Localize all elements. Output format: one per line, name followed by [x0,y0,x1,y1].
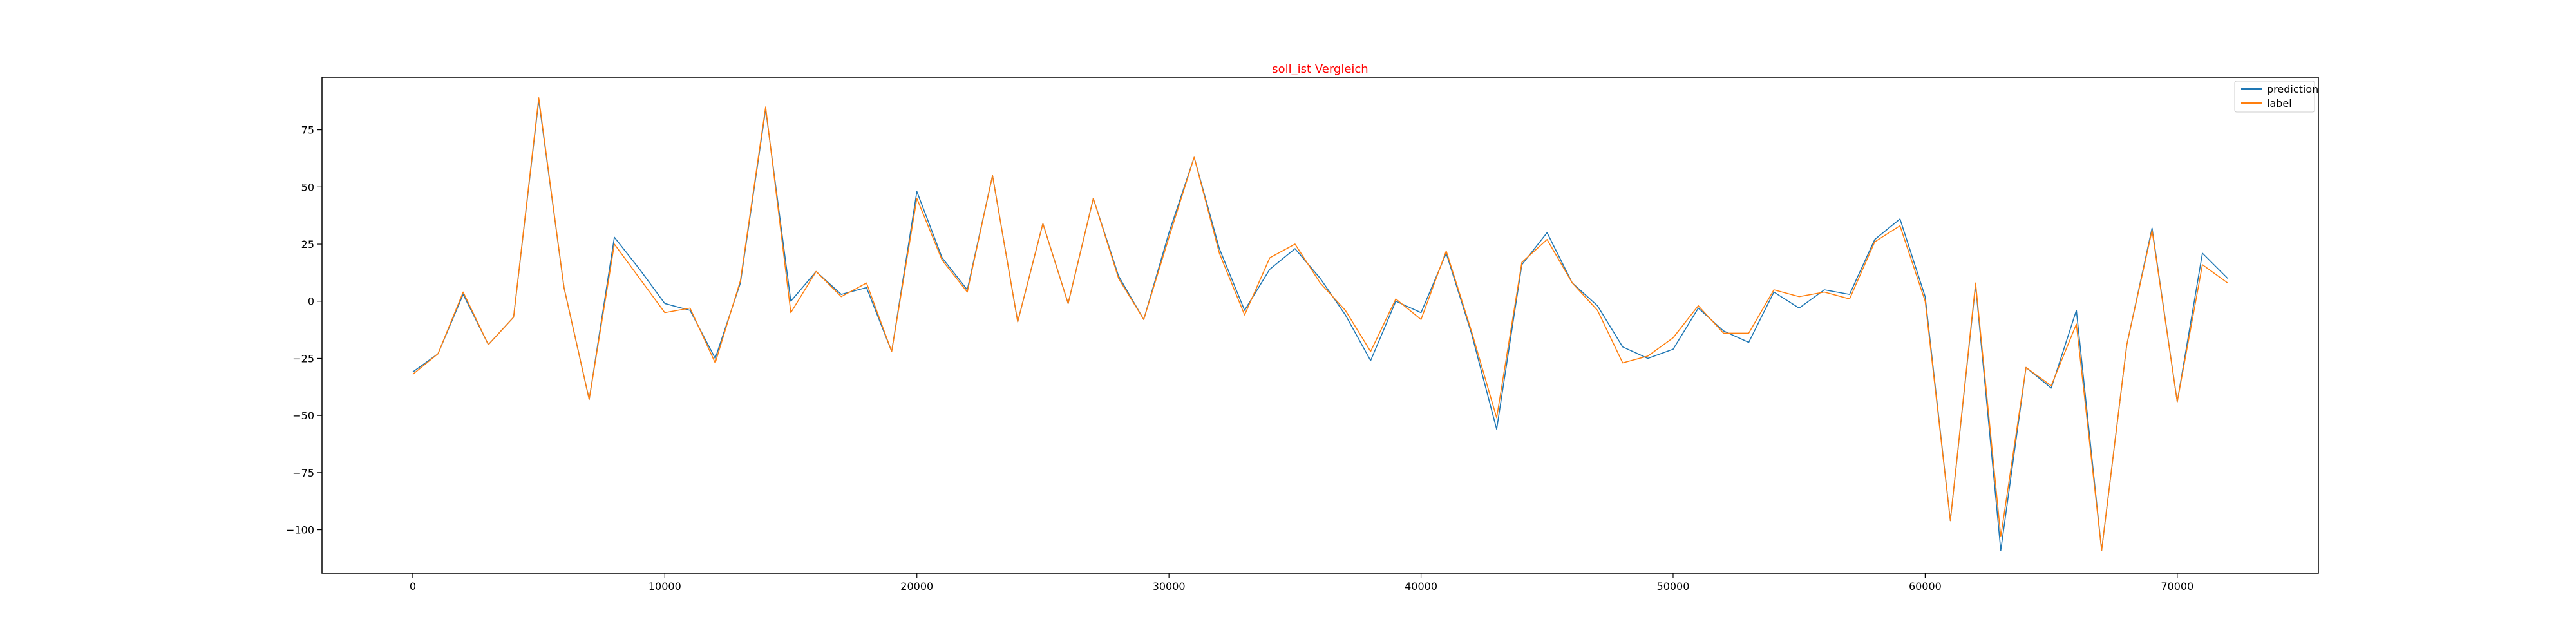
y-tick-label: −50 [292,410,314,422]
y-tick-label: −100 [286,524,314,536]
y-tick-label: −25 [292,352,314,365]
y-tick-label: −75 [292,467,314,479]
x-tick-label: 70000 [2161,580,2193,592]
series-line-prediction [412,99,2228,551]
series-line-label [412,97,2228,551]
series-lines [412,97,2228,551]
x-tick-label: 30000 [1153,580,1186,592]
x-tick-label: 40000 [1405,580,1437,592]
x-tick-label: 20000 [900,580,933,592]
y-tick-label: 75 [301,124,314,137]
y-tick-label: 25 [301,238,314,251]
y-axis: −100 −75 −50 −25 0 25 50 75 [286,124,322,536]
x-tick-label: 60000 [1909,580,1942,592]
x-tick-label: 10000 [649,580,681,592]
x-tick-label: 0 [410,580,416,592]
legend: prediction label [2234,80,2318,113]
y-tick-label: 0 [308,296,314,308]
x-tick-label: 50000 [1657,580,1690,592]
legend-label-label: label [2267,97,2292,109]
plot-frame [321,77,2319,574]
chart-title: soll_ist Vergleich [1272,62,1368,76]
x-axis: 0 10000 20000 30000 40000 50000 60000 70000 [410,573,2193,592]
legend-label-prediction: prediction [2267,83,2318,95]
y-tick-label: 50 [301,181,314,193]
